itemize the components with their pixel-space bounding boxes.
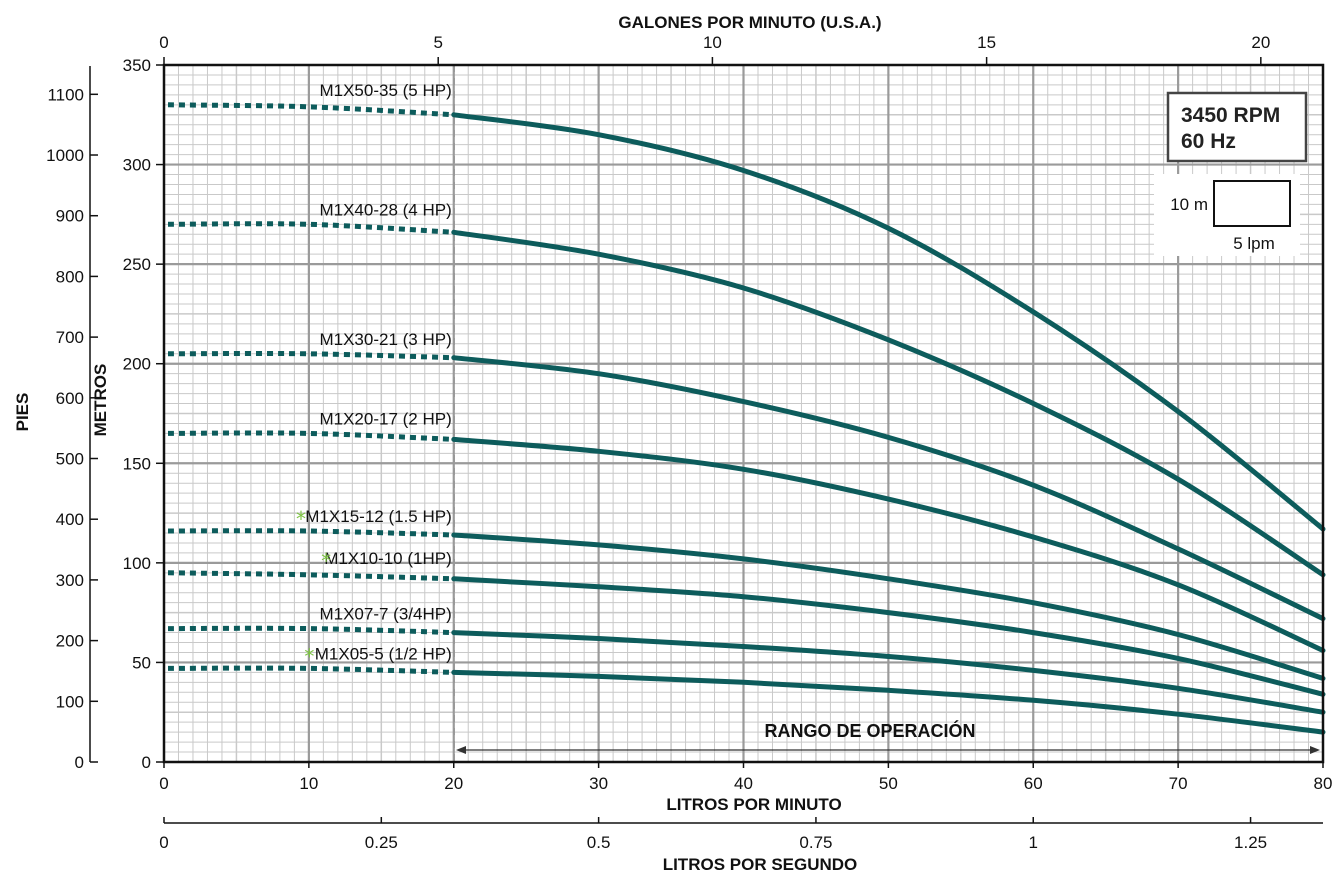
curve-solid-segment — [451, 436, 1326, 653]
scale-width-label: 5 lpm — [1233, 234, 1275, 253]
curve-dotted-segment — [167, 430, 454, 442]
scale-height-label: 10 m — [1170, 195, 1208, 214]
metros-tick-label: 350 — [123, 56, 151, 75]
x-bottom-axis-title: LITROS POR MINUTO — [666, 795, 841, 814]
pies-tick-label: 700 — [56, 328, 84, 347]
operating-range-label: RANGO DE OPERACIÓN — [764, 720, 975, 741]
pies-tick-label: 1000 — [46, 146, 84, 165]
lpm-tick-label: 60 — [1024, 774, 1043, 793]
curve-label: M1X30-21 (3 HP) — [319, 330, 451, 349]
ticks-gpm: 0 5 10 15 20 — [159, 33, 1270, 65]
pies-tick-label: 500 — [56, 450, 84, 469]
gpm-tick-label: 5 — [433, 33, 442, 52]
curve-label: M1X15-12 (1.5 HP) — [305, 507, 451, 526]
lps-tick-label: 0.75 — [799, 833, 832, 852]
curve-dotted-segment — [167, 665, 454, 675]
curve-solid-segment — [451, 229, 1326, 578]
star-icon: * — [321, 549, 331, 573]
lps-tick-label: 1.25 — [1234, 833, 1267, 852]
pies-tick-label: 900 — [56, 207, 84, 226]
pump-curves: M1X50-35 (5 HP) M1X40-28 (4 HP) M1X30-21 (… — [167, 81, 1326, 735]
hz-label: 60 Hz — [1181, 130, 1236, 153]
curve-dotted-segment — [167, 221, 454, 235]
curve-dotted-segment — [167, 625, 454, 636]
curve-dotted-segment — [167, 102, 454, 118]
pies-tick-label: 100 — [56, 692, 84, 711]
curve-solid-segment — [451, 532, 1326, 681]
curve-label: M1X10-10 (1HP) — [324, 549, 452, 568]
pies-tick-label: 300 — [56, 571, 84, 590]
ticks-pies: 0 100 200 300 400 500 600 700 800 900 1000 1100 — [46, 85, 98, 772]
gpm-tick-label: 0 — [159, 33, 168, 52]
gpm-tick-label: 10 — [703, 33, 722, 52]
lpm-tick-label: 50 — [879, 774, 898, 793]
lps-tick-label: 1 — [1029, 833, 1038, 852]
y-inner-axis-title: METROS — [91, 364, 110, 437]
star-icon: * — [296, 507, 306, 531]
lpm-tick-label: 0 — [159, 774, 168, 793]
ticks-lps: 0 0.25 0.5 0.75 1 1.25 — [159, 817, 1267, 852]
curve-label: M1X05-5 (1/2 HP) — [315, 644, 452, 663]
y-outer-axis-title: PIES — [13, 393, 32, 432]
curve-solid-segment — [451, 630, 1326, 715]
curve-solid-segment — [451, 576, 1326, 697]
pies-tick-label: 800 — [56, 267, 84, 286]
lpm-tick-label: 20 — [444, 774, 463, 793]
curve-label: M1X20-17 (2 HP) — [319, 409, 451, 428]
scale-box — [1213, 180, 1291, 227]
metros-tick-label: 200 — [123, 355, 151, 374]
curve-dotted-segment — [167, 528, 454, 538]
lps-tick-label: 0.5 — [587, 833, 611, 852]
metros-tick-label: 100 — [123, 554, 151, 573]
lpm-tick-label: 30 — [589, 774, 608, 793]
curve-solid-segment — [451, 112, 1326, 532]
pies-tick-label: 0 — [75, 753, 84, 772]
pies-tick-label: 400 — [56, 510, 84, 529]
lpm-tick-label: 10 — [299, 774, 318, 793]
pies-tick-label: 200 — [56, 632, 84, 651]
gpm-tick-label: 20 — [1251, 33, 1270, 52]
metros-tick-label: 50 — [132, 653, 151, 672]
curve-label: M1X40-28 (4 HP) — [319, 200, 451, 219]
rpm-box: 3450 RPM 60 Hz — [1166, 91, 1308, 163]
ticks-metros: 0 50 100 150 200 250 300 350 — [123, 56, 164, 772]
star-icon: * — [304, 644, 314, 668]
lpm-tick-label: 40 — [734, 774, 753, 793]
lpm-tick-label: 80 — [1314, 774, 1333, 793]
curve-dotted-segment — [167, 350, 454, 361]
gpm-tick-label: 15 — [977, 33, 996, 52]
grid-major — [164, 65, 1323, 762]
metros-tick-label: 0 — [142, 753, 151, 772]
curve-solid-segment — [451, 669, 1326, 735]
operating-range-indicator: RANGO DE OPERACIÓN — [456, 720, 1320, 754]
metros-tick-label: 150 — [123, 454, 151, 473]
lpm-tick-label: 70 — [1169, 774, 1188, 793]
lps-tick-label: 0 — [159, 833, 168, 852]
pies-tick-label: 1100 — [47, 85, 84, 104]
ticks-lpm: 0 10 20 30 40 50 60 70 80 — [159, 762, 1332, 793]
rpm-label: 3450 RPM — [1181, 104, 1280, 127]
curve-dotted-segment — [167, 570, 454, 582]
curve-solid-segment — [451, 355, 1326, 622]
curve-label: M1X07-7 (3/4HP) — [319, 605, 451, 624]
metros-tick-label: 300 — [123, 156, 151, 175]
pies-tick-label: 600 — [56, 389, 84, 408]
lps-tick-label: 0.25 — [365, 833, 398, 852]
metros-tick-label: 250 — [123, 255, 151, 274]
x-top-axis-title: GALONES POR MINUTO (U.S.A.) — [618, 13, 881, 32]
x-bottom2-axis-title: LITROS POR SEGUNDO — [663, 855, 858, 872]
scale-legend: 10 m 5 lpm — [1154, 174, 1300, 256]
curve-label: M1X50-35 (5 HP) — [319, 81, 451, 100]
